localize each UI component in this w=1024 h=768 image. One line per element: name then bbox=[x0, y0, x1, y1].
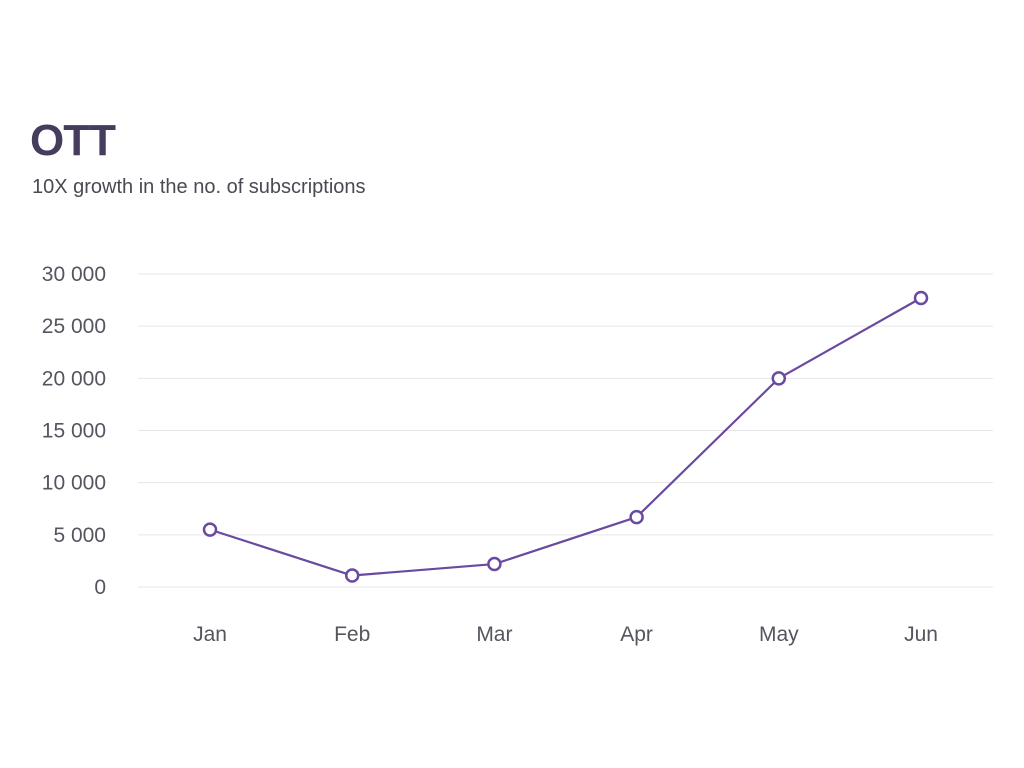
chart-subtitle: 10X growth in the no. of subscriptions bbox=[32, 176, 366, 198]
series-line bbox=[209, 297, 922, 577]
x-tick-label: Mar bbox=[476, 623, 512, 646]
y-tick-label: 10 000 bbox=[42, 472, 106, 495]
x-tick-label: Feb bbox=[334, 623, 370, 646]
x-tick-label: Jan bbox=[193, 623, 227, 646]
y-axis-ticks: 0 5 000 10 000 15 000 20 000 25 000 30 000 bbox=[42, 263, 106, 599]
y-tick-label: 5 000 bbox=[53, 524, 106, 547]
data-point-apr bbox=[629, 509, 644, 525]
data-point-jun bbox=[913, 290, 929, 306]
chart-title: OTT bbox=[30, 116, 116, 165]
y-tick-label: 0 bbox=[94, 576, 106, 599]
gridlines bbox=[138, 273, 993, 588]
x-tick-label: May bbox=[759, 623, 799, 646]
x-tick-label: Apr bbox=[620, 623, 653, 646]
y-tick-label: 25 000 bbox=[42, 315, 106, 338]
data-point-jan bbox=[202, 522, 218, 537]
data-point-may bbox=[771, 371, 787, 386]
x-tick-label: Jun bbox=[904, 623, 938, 646]
x-axis-ticks: Jan Feb Mar Apr May Jun bbox=[193, 623, 938, 646]
y-tick-label: 15 000 bbox=[42, 420, 106, 443]
y-tick-label: 30 000 bbox=[42, 263, 106, 286]
y-tick-label: 20 000 bbox=[42, 367, 106, 390]
series bbox=[202, 290, 929, 583]
data-point-mar bbox=[487, 556, 502, 572]
data-point-feb bbox=[344, 568, 360, 583]
